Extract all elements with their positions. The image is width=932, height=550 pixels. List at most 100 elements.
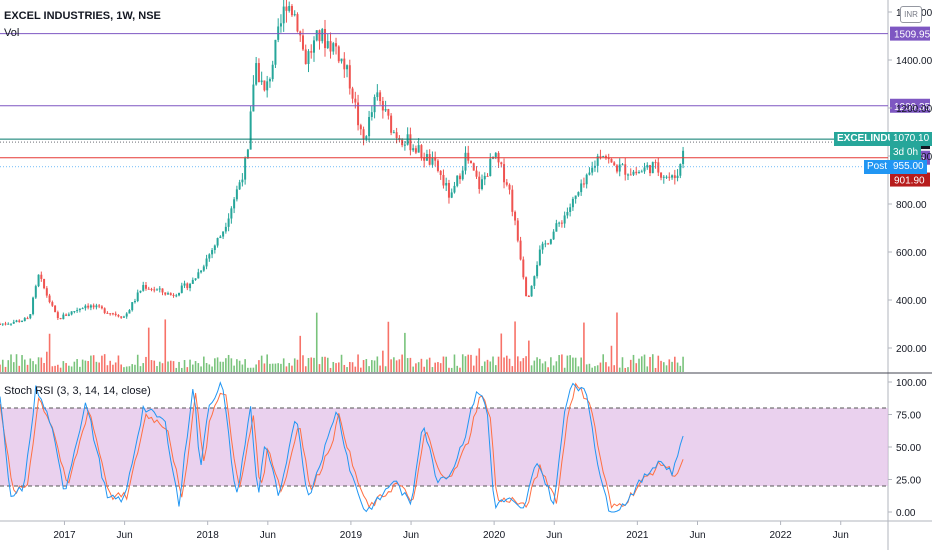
candle-body: [153, 289, 156, 291]
volume-bar: [158, 361, 161, 372]
candle-body: [241, 179, 244, 183]
volume-bar: [552, 365, 555, 372]
candle-body: [351, 88, 354, 99]
volume-bar: [156, 366, 158, 372]
volume-bar: [486, 359, 489, 372]
candle-body: [67, 314, 70, 316]
candle-body: [266, 81, 269, 91]
volume-bar: [103, 354, 106, 372]
candle-body: [54, 305, 57, 313]
volume-bar: [373, 360, 376, 372]
candle-body: [387, 109, 390, 116]
volume-bar: [92, 355, 95, 372]
candle-body: [549, 239, 552, 244]
candle-body: [420, 145, 423, 158]
volume-bar: [280, 363, 282, 372]
candle-body: [362, 129, 365, 139]
candle-body: [161, 288, 164, 293]
volume-bar: [70, 366, 73, 372]
time-tick-label: Jun: [833, 530, 849, 541]
candle-body: [525, 277, 528, 297]
candle-body: [172, 294, 175, 296]
candle-body: [370, 112, 373, 117]
volume-bar: [324, 356, 326, 372]
candle-body: [142, 285, 145, 291]
volume-bar: [376, 356, 379, 372]
volume-bar: [574, 357, 577, 372]
volume-bar: [128, 366, 131, 372]
price-tick-label: 1200.00: [896, 104, 932, 115]
volume-bar: [456, 365, 459, 372]
candle-body: [167, 293, 170, 295]
volume-bar: [125, 366, 128, 372]
stoch-rsi-legend[interactable]: Stoch RSI (3, 3, 14, 14, close): [4, 385, 151, 397]
volume-bar: [73, 361, 76, 372]
candle-body: [208, 254, 211, 259]
volume-bar: [340, 354, 343, 372]
candle-body: [464, 152, 467, 171]
volume-bar: [315, 312, 318, 372]
volume-bar: [558, 355, 560, 372]
volume-bar: [426, 359, 428, 372]
candle-body: [81, 308, 84, 310]
candle-body: [76, 310, 79, 312]
candle-body: [84, 305, 87, 309]
candle-body: [580, 183, 583, 193]
candle-body: [249, 111, 252, 150]
price-tick-label: 1400.00: [896, 56, 932, 67]
candle-body: [318, 30, 321, 42]
volume-bar: [475, 355, 478, 372]
candle-body: [48, 295, 51, 303]
candle-body: [227, 218, 230, 227]
price-tick-label: 600.00: [896, 248, 927, 259]
level-tag-1509.95: [890, 26, 930, 41]
candle-body: [95, 305, 98, 308]
candle-body: [445, 182, 448, 186]
volume-bar: [252, 367, 255, 372]
volume-bar: [285, 366, 288, 372]
volume-bar: [288, 362, 291, 372]
currency-badge[interactable]: INR: [900, 6, 922, 23]
volume-bar: [448, 367, 450, 372]
volume-bar: [172, 361, 175, 372]
volume-bar: [357, 354, 359, 372]
candle-body: [654, 162, 657, 164]
candle-body: [384, 109, 387, 111]
volume-bar: [544, 361, 547, 372]
candle-body: [373, 97, 376, 113]
volume-bar: [225, 358, 227, 372]
candle-body: [481, 179, 484, 190]
candle-body: [244, 158, 247, 180]
candle-body: [582, 183, 585, 185]
candle-body: [59, 318, 62, 320]
volume-bar: [379, 365, 381, 372]
candle-body: [136, 292, 139, 302]
volume-bar: [269, 363, 271, 372]
symbol-title[interactable]: EXCEL INDUSTRIES, 1W, NSE: [4, 10, 161, 22]
candle-body: [301, 35, 304, 50]
volume-bar: [337, 362, 340, 372]
candle-body: [536, 265, 539, 277]
level-tag-1209.35: [890, 98, 930, 113]
volume-bar: [390, 359, 392, 372]
volume-bar: [51, 366, 54, 372]
volume-bar: [409, 357, 412, 372]
volume-bar: [528, 340, 530, 372]
volume-legend[interactable]: Vol: [4, 27, 20, 39]
volume-bar: [638, 358, 640, 372]
volume-bar: [613, 365, 616, 372]
volume-group: [0, 312, 684, 372]
volume-bar: [368, 366, 370, 372]
candle-body: [45, 288, 48, 296]
candle-body: [304, 49, 307, 64]
volume-bar: [216, 357, 219, 372]
candle-body: [368, 116, 371, 137]
volume-bar: [539, 358, 541, 372]
candle-body: [395, 132, 398, 139]
candle-body: [103, 308, 106, 313]
candle-body: [279, 23, 282, 27]
volume-bar: [271, 363, 274, 372]
volume-bar: [439, 363, 442, 372]
candle-body: [458, 175, 461, 180]
